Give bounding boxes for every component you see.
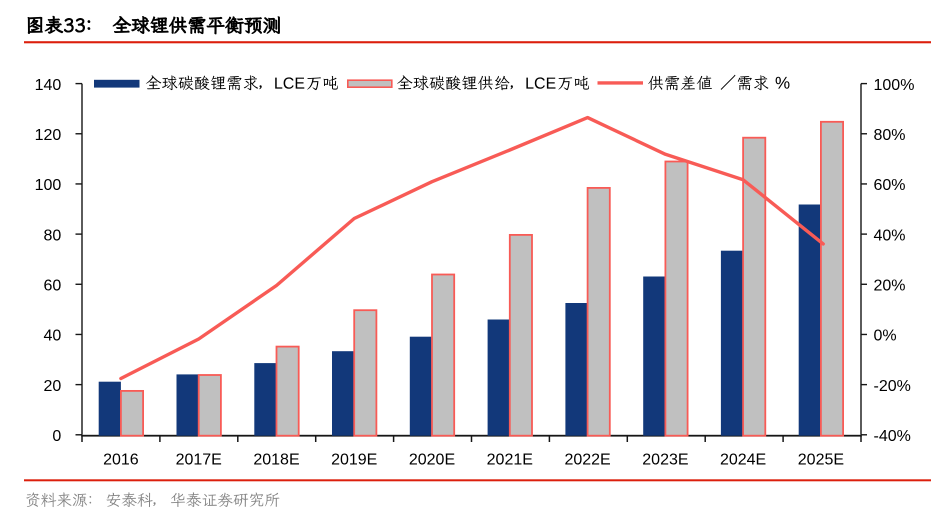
svg-text:2018E: 2018E: [253, 452, 299, 469]
svg-text:2023E: 2023E: [642, 452, 688, 469]
svg-text:-20%: -20%: [874, 378, 911, 395]
svg-text:0%: 0%: [874, 328, 897, 345]
svg-text:2022E: 2022E: [564, 452, 610, 469]
svg-text:2025E: 2025E: [798, 452, 844, 469]
svg-text:2017E: 2017E: [176, 452, 222, 469]
svg-text:60: 60: [44, 277, 62, 294]
svg-text:2019E: 2019E: [331, 452, 377, 469]
svg-text:2020E: 2020E: [409, 452, 455, 469]
svg-text:80: 80: [44, 227, 62, 244]
svg-text:120: 120: [35, 127, 62, 144]
svg-text:2021E: 2021E: [487, 452, 533, 469]
svg-text:60%: 60%: [874, 177, 906, 194]
svg-text:100%: 100%: [874, 77, 915, 94]
svg-text:20%: 20%: [874, 277, 906, 294]
svg-text:140: 140: [35, 77, 62, 94]
svg-text:0: 0: [52, 428, 61, 445]
svg-text:100: 100: [35, 177, 62, 194]
svg-text:40%: 40%: [874, 227, 906, 244]
svg-text:80%: 80%: [874, 127, 906, 144]
svg-text:2024E: 2024E: [720, 452, 766, 469]
svg-text:40: 40: [44, 328, 62, 345]
svg-text:20: 20: [44, 378, 62, 395]
svg-text:2016: 2016: [103, 452, 139, 469]
svg-text:-40%: -40%: [874, 428, 911, 445]
